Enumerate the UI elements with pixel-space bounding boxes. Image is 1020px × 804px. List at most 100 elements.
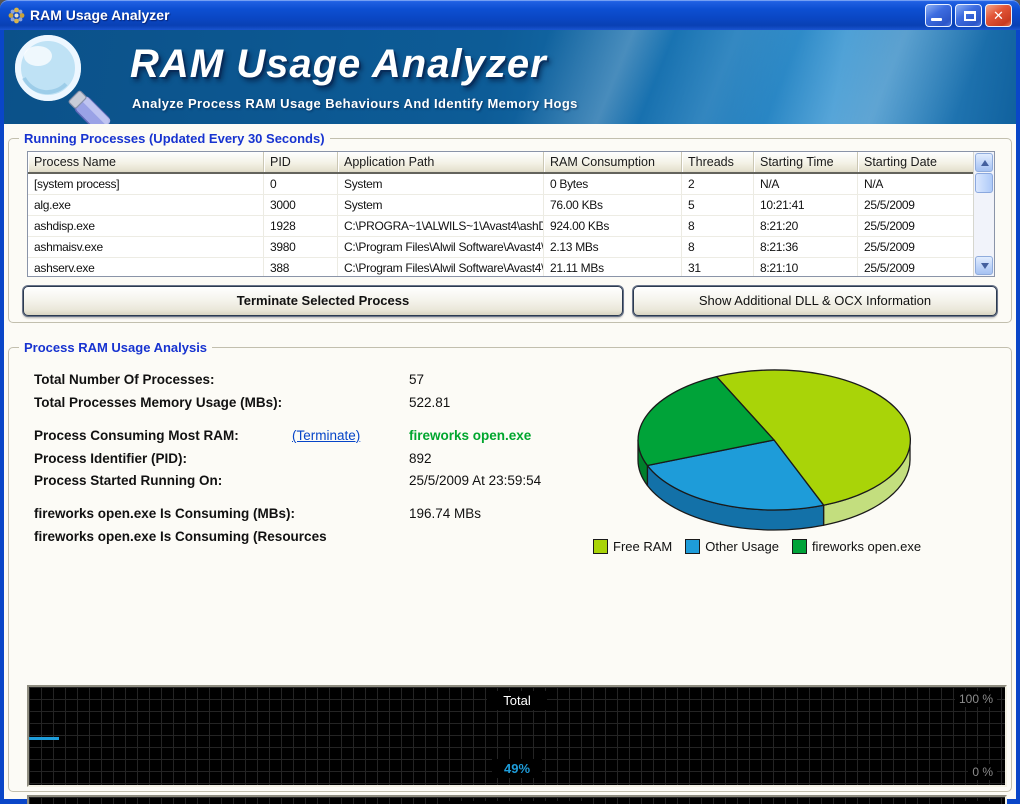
- legend-color-swatch: [685, 539, 701, 554]
- scroll-thumb[interactable]: [975, 173, 993, 193]
- pie-slice: [646, 439, 825, 511]
- table-cell: 31: [682, 258, 754, 276]
- column-header-2[interactable]: Application Path: [338, 152, 544, 172]
- title-bar[interactable]: RAM Usage Analyzer ✕: [0, 0, 1020, 30]
- banner-subtitle: Analyze Process RAM Usage Behaviours And…: [132, 96, 578, 111]
- close-button[interactable]: ✕: [985, 4, 1012, 27]
- legend-color-swatch: [791, 539, 807, 554]
- table-cell: 388: [264, 258, 338, 276]
- pie-slice: [637, 375, 775, 467]
- table-cell: ashdisp.exe: [28, 216, 264, 236]
- table-cell: 8:21:36: [754, 237, 858, 257]
- maximize-icon: [964, 11, 976, 21]
- table-cell: ashmaisv.exe: [28, 237, 264, 257]
- legend-item-1: Other Usage: [685, 539, 779, 554]
- table-cell: 21.11 MBs: [544, 258, 682, 276]
- table-cell: 8: [682, 216, 754, 236]
- app-icon: [8, 7, 25, 24]
- scroll-track[interactable]: [974, 193, 994, 255]
- table-cell: 0: [264, 174, 338, 194]
- total-usage-graph: Total 100 % 0 % 49%: [27, 685, 1007, 787]
- graph1-min-label: 0 %: [968, 764, 997, 780]
- pid-label: Process Identifier (PID):: [34, 451, 188, 466]
- scroll-up-icon: [981, 160, 989, 166]
- consuming-resources-label: fireworks open.exe Is Consuming (Resourc…: [34, 529, 327, 544]
- table-cell: 2: [682, 174, 754, 194]
- legend-item-0: Free RAM: [593, 539, 672, 554]
- table-row[interactable]: ashserv.exe 388 C:\Program Files\Alwil Sof…: [28, 258, 994, 276]
- banner-title: RAM Usage Analyzer: [130, 42, 547, 86]
- top-process-value: fireworks open.exe: [409, 428, 532, 443]
- table-cell: System: [338, 174, 544, 194]
- terminate-link[interactable]: (Terminate): [292, 428, 361, 443]
- table-cell: 25/5/2009: [858, 216, 974, 236]
- table-cell: 5: [682, 195, 754, 215]
- table-cell: 8:21:10: [754, 258, 858, 276]
- pie-slice: [715, 369, 911, 506]
- legend-color-swatch: [593, 539, 608, 554]
- table-row[interactable]: [system process] 0 System 0 Bytes 2 N/A N/A: [28, 174, 994, 195]
- consuming-mbs-label: fireworks open.exe Is Consuming (MBs):: [34, 506, 296, 521]
- show-dll-ocx-button[interactable]: Show Additional DLL & OCX Information: [633, 286, 997, 316]
- table-row[interactable]: ashdisp.exe 1928 C:\PROGRA~1\ALWILS~1\Avas…: [28, 216, 994, 237]
- process-usage-graph: fireworks open.exe 49% 0 % 24%: [27, 795, 1007, 804]
- ram-analysis-group: Process RAM Usage Analysis Total Number …: [8, 340, 1012, 804]
- maximize-button[interactable]: [955, 4, 982, 27]
- table-scrollbar[interactable]: [973, 152, 994, 276]
- table-cell: 25/5/2009: [858, 237, 974, 257]
- column-header-3[interactable]: RAM Consumption: [544, 152, 682, 172]
- table-cell: N/A: [754, 174, 858, 194]
- process-table[interactable]: Process Name PID Application Path RAM Consu…: [27, 151, 995, 277]
- started-value: 25/5/2009 At 23:59:54: [409, 473, 542, 488]
- table-cell: 10:21:41: [754, 195, 858, 215]
- minimize-icon: [931, 18, 942, 21]
- minimize-button[interactable]: [925, 4, 952, 27]
- close-icon: ✕: [993, 8, 1004, 23]
- table-cell: 3980: [264, 237, 338, 257]
- process-table-body: [system process] 0 System 0 Bytes 2 N/A N/A alg…: [28, 174, 994, 276]
- table-cell: 2.13 MBs: [544, 237, 682, 257]
- started-label: Process Started Running On:: [34, 473, 223, 488]
- table-cell: C:\PROGRA~1\ALWILS~1\Avast4\ashDis...: [338, 216, 544, 236]
- total-memory-label: Total Processes Memory Usage (MBs):: [34, 395, 283, 410]
- table-cell: N/A: [858, 174, 974, 194]
- graph1-value: 49%: [491, 759, 543, 778]
- column-header-6[interactable]: Starting Date: [858, 152, 974, 172]
- graph2-max-label: 49%: [964, 801, 997, 804]
- table-cell: 76.00 KBs: [544, 195, 682, 215]
- pid-value: 892: [409, 451, 432, 466]
- table-cell: [system process]: [28, 174, 264, 194]
- column-header-1[interactable]: PID: [264, 152, 338, 172]
- total-processes-label: Total Number Of Processes:: [34, 372, 215, 387]
- table-cell: 8: [682, 237, 754, 257]
- legend-item-2: fireworks open.exe: [791, 539, 921, 554]
- main-content: Running Processes (Updated Every 30 Seco…: [4, 124, 1016, 804]
- table-cell: 25/5/2009: [858, 258, 974, 276]
- legend-label: Free RAM: [613, 539, 673, 554]
- table-row[interactable]: ashmaisv.exe 3980 C:\Program Files\Alwil S…: [28, 237, 994, 258]
- top-process-label: Process Consuming Most RAM:: [34, 428, 239, 443]
- pie-legend: Free RAM Other Usage fireworks open.exe: [593, 539, 921, 554]
- scroll-up-button[interactable]: [975, 153, 993, 172]
- table-cell: 0 Bytes: [544, 174, 682, 194]
- banner: RAM Usage Analyzer Analyze Process RAM U…: [4, 30, 1016, 124]
- terminate-selected-button[interactable]: Terminate Selected Process: [23, 286, 623, 316]
- table-cell: 1928: [264, 216, 338, 236]
- column-header-0[interactable]: Process Name: [28, 152, 264, 172]
- table-cell: ashserv.exe: [28, 258, 264, 276]
- table-cell: 25/5/2009: [858, 195, 974, 215]
- table-cell: alg.exe: [28, 195, 264, 215]
- scroll-down-icon: [981, 263, 989, 269]
- ram-analysis-title: Process RAM Usage Analysis: [19, 340, 213, 355]
- process-table-header: Process Name PID Application Path RAM Consu…: [28, 152, 994, 174]
- table-row[interactable]: alg.exe 3000 System 76.00 KBs 5 10:21:41 25/5/…: [28, 195, 994, 216]
- table-cell: 8:21:20: [754, 216, 858, 236]
- total-usage-trace: [29, 736, 59, 740]
- table-cell: C:\Program Files\Alwil Software\Avast4\a…: [338, 237, 544, 257]
- column-header-4[interactable]: Threads: [682, 152, 754, 172]
- column-header-5[interactable]: Starting Time: [754, 152, 858, 172]
- window-title: RAM Usage Analyzer: [30, 7, 170, 23]
- scroll-down-button[interactable]: [975, 256, 993, 275]
- table-cell: System: [338, 195, 544, 215]
